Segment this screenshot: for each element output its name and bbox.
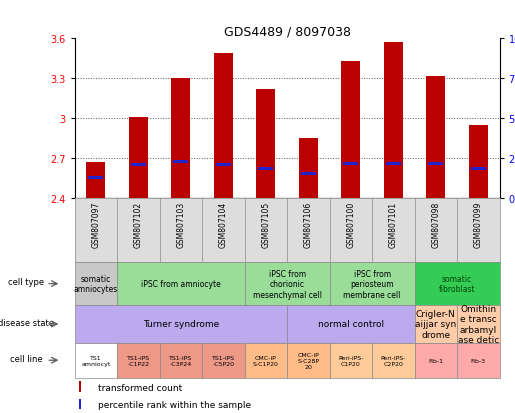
Bar [89,177,104,180]
Text: cell type: cell type [8,277,44,286]
Bar [79,382,81,392]
Bar [386,162,401,165]
Text: iPSC from
chorionic
mesenchymal cell: iPSC from chorionic mesenchymal cell [253,269,321,299]
Text: GSM807102: GSM807102 [134,202,143,247]
Text: TS1-iPS
-C3P24: TS1-iPS -C3P24 [169,355,193,366]
Text: GSM807098: GSM807098 [432,202,440,247]
Bar [75,343,117,378]
Text: CMC-iP
S-C28P
20: CMC-iP S-C28P 20 [297,352,319,369]
Text: CMC-iP
S-C1P20: CMC-iP S-C1P20 [253,355,279,366]
Bar [245,262,330,306]
Bar [117,262,245,306]
Text: somatic
fibroblast: somatic fibroblast [439,274,475,294]
Bar [259,168,273,171]
Bar [415,306,457,343]
Text: percentile rank within the sample: percentile rank within the sample [98,400,251,409]
Text: somatic
amniocytes: somatic amniocytes [74,274,118,294]
Text: GSM807097: GSM807097 [92,202,100,248]
Bar [471,168,486,171]
Text: iPSC from
periosteum
membrane cell: iPSC from periosteum membrane cell [344,269,401,299]
Bar [245,343,287,378]
Text: cell line: cell line [10,354,42,363]
Bar [415,343,457,378]
Text: Peri-iPS-
C1P20: Peri-iPS- C1P20 [338,355,364,366]
Text: GSM807099: GSM807099 [474,202,483,248]
Bar [469,126,488,198]
Bar [171,79,191,198]
Bar [287,343,330,378]
Text: Fib-1: Fib-1 [428,358,443,363]
Bar [214,54,233,198]
Bar [415,262,500,306]
Text: TS1-iPS
-C5P20: TS1-iPS -C5P20 [212,355,235,366]
Bar [160,343,202,378]
Text: Turner syndrome: Turner syndrome [143,320,219,329]
Text: GSM807103: GSM807103 [177,202,185,247]
Text: TS1
amniocyt: TS1 amniocyt [81,355,111,366]
Text: GSM807106: GSM807106 [304,202,313,247]
Bar [372,343,415,378]
Bar [174,161,188,164]
Bar [384,43,403,198]
Bar [75,306,287,343]
Bar [426,76,445,198]
Text: GSM807104: GSM807104 [219,202,228,247]
Bar [344,162,358,165]
Bar [299,139,318,198]
Text: transformed count: transformed count [98,383,182,392]
Bar [256,90,276,198]
Bar [301,173,316,176]
Text: Crigler-N
aijjar syn
drome: Crigler-N aijjar syn drome [415,309,456,339]
Text: disease state: disease state [0,318,54,327]
Bar [341,62,360,198]
Bar [330,343,372,378]
Bar [428,162,443,165]
Bar [330,262,415,306]
Text: GSM807101: GSM807101 [389,202,398,247]
Bar [131,164,146,166]
Text: TS1-iPS
-C1P22: TS1-iPS -C1P22 [127,355,150,366]
Bar [87,162,106,198]
Bar [287,306,415,343]
Text: Omithin
e transc
arbamyl
ase detic: Omithin e transc arbamyl ase detic [458,304,499,344]
Bar [202,343,245,378]
Bar [117,343,160,378]
Bar [129,117,148,198]
Bar [457,343,500,378]
Text: normal control: normal control [318,320,384,329]
Text: Fib-3: Fib-3 [471,358,486,363]
Title: GDS4489 / 8097038: GDS4489 / 8097038 [224,25,351,38]
Bar [75,262,117,306]
Text: GSM807100: GSM807100 [347,202,355,247]
Bar [457,306,500,343]
Text: iPSC from amniocyte: iPSC from amniocyte [141,280,221,288]
Bar [216,164,231,166]
Bar [79,399,81,410]
Text: GSM807105: GSM807105 [262,202,270,247]
Text: Peri-iPS-
C2P20: Peri-iPS- C2P20 [381,355,406,366]
